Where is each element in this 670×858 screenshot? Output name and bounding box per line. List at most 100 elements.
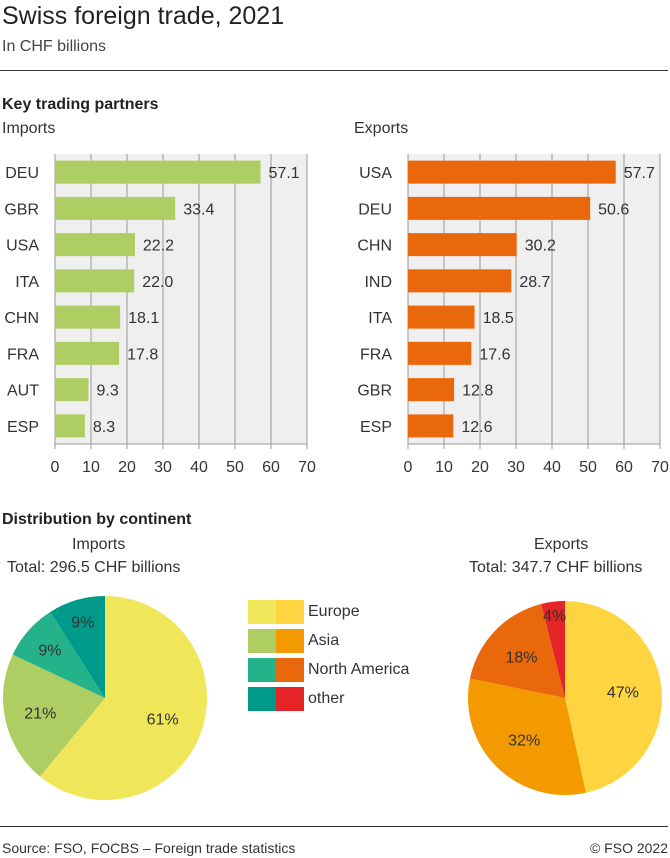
exports-tick-label: 50 [579, 459, 597, 476]
exports-category-label: IND [364, 274, 392, 291]
imports-slice-label: 9% [71, 615, 94, 632]
exports-slice-label: 4% [543, 608, 566, 625]
imports-slice-other [50, 596, 105, 698]
exports-category-label: ITA [368, 310, 392, 327]
exports-value-label: 18.5 [483, 310, 514, 327]
exports-category-label: CHN [357, 238, 392, 255]
exports-tick-label: 60 [615, 459, 633, 476]
imports-bar-chart-canvas: 0 10 20 30 40 50 60 70 DEU 57.1 GBR 33.4 USA 22.2 ITA 2… [4, 154, 316, 476]
imports-bar [55, 196, 176, 220]
imports-value-label: 8.3 [93, 419, 115, 436]
imports-category-label: FRA [7, 346, 39, 363]
exports-pie-chart-canvas: 47% 32% 18% 4% [468, 601, 662, 795]
exports-bar [408, 196, 591, 220]
imports-legend-swatch [248, 687, 276, 711]
imports-category-label: ITA [15, 274, 39, 291]
exports-category-label: ESP [360, 419, 392, 436]
imports-tick-label: 40 [190, 459, 208, 476]
legend-item: Asia [248, 629, 438, 653]
imports-value-label: 9.3 [96, 383, 118, 400]
exports-pie-total: Total: 347.7 CHF billions [469, 559, 643, 576]
exports-value-label: 28.7 [519, 274, 550, 291]
imports-tick-label: 30 [154, 459, 172, 476]
imports-slice-europe [39, 596, 207, 800]
imports-value-label: 22.0 [142, 274, 173, 291]
exports-pie-chart: 47% 32% 18% 4% [468, 601, 662, 795]
exports-tick-label: 10 [435, 459, 453, 476]
imports-tick-label: 10 [82, 459, 100, 476]
legend-item: other [248, 687, 438, 711]
imports-legend-swatch [248, 629, 276, 653]
imports-tick-label: 70 [298, 459, 316, 476]
imports-value-label: 17.8 [127, 346, 158, 363]
page-title: Swiss foreign trade, 2021 [2, 2, 285, 30]
divider [0, 826, 668, 827]
imports-category-label: USA [6, 238, 39, 255]
imports-value-label: 18.1 [128, 310, 159, 327]
exports-slice-label: 18% [505, 649, 537, 666]
imports-category-label: AUT [7, 383, 39, 400]
exports-bar-chart: 0 10 20 30 40 50 60 70 USA 57.7 DEU 50.6 CHN 30.2 IND 2… [357, 154, 669, 476]
exports-tick-label: 30 [507, 459, 525, 476]
imports-tick-label: 0 [51, 459, 60, 476]
legend-item: North America [248, 658, 438, 682]
imports-value-label: 22.2 [143, 238, 174, 255]
exports-bar [408, 269, 512, 293]
imports-value-label: 33.4 [183, 201, 214, 218]
exports-legend-swatch [276, 600, 304, 624]
imports-category-label: ESP [7, 419, 39, 436]
imports-pie-chart-canvas: 61% 21% 9% 9% [2, 596, 207, 800]
exports-slice-north-america [469, 603, 565, 698]
exports-value-label: 30.2 [525, 238, 556, 255]
imports-category-label: GBR [4, 201, 39, 218]
exports-bar [408, 305, 475, 329]
imports-pie-total: Total: 296.5 CHF billions [7, 559, 181, 576]
exports-category-label: USA [359, 165, 392, 182]
legend-label: Asia [308, 632, 340, 649]
exports-slice-label: 47% [607, 685, 639, 702]
exports-value-label: 17.6 [479, 346, 510, 363]
imports-bar [55, 269, 135, 293]
section-title-continent: Distribution by continent [2, 511, 192, 528]
legend-label: Europe [308, 603, 360, 620]
copyright: © FSO 2022 [589, 840, 668, 856]
imports-pie-chart: 61% 21% 9% 9% [2, 596, 207, 800]
exports-pie-title: Exports [534, 536, 589, 553]
imports-legend-swatch [248, 600, 276, 624]
exports-slice-europe [565, 601, 662, 793]
exports-tick-label: 0 [404, 459, 413, 476]
exports-value-label: 12.6 [461, 419, 492, 436]
legend-item: Europe [248, 600, 438, 624]
exports-legend-swatch [276, 658, 304, 682]
exports-bar [408, 160, 616, 184]
imports-tick-label: 50 [226, 459, 244, 476]
imports-category-label: CHN [4, 310, 39, 327]
exports-legend-swatch [276, 629, 304, 653]
exports-bar [408, 233, 517, 257]
exports-slice-label: 32% [508, 732, 540, 749]
divider [0, 70, 668, 71]
imports-pie-title: Imports [72, 536, 126, 553]
exports-category-label: FRA [360, 346, 392, 363]
imports-slice-asia [2, 654, 106, 777]
exports-legend-swatch [276, 687, 304, 711]
exports-value-label: 50.6 [598, 201, 629, 218]
imports-slice-label: 61% [147, 712, 179, 729]
imports-slice-label: 9% [38, 642, 61, 659]
imports-category-label: DEU [5, 165, 39, 182]
imports-slice-north-america [12, 611, 105, 698]
exports-slice-asia [468, 678, 586, 795]
imports-bar-title: Imports [2, 120, 56, 137]
legend-label: North America [308, 661, 410, 678]
imports-slice-label: 21% [24, 705, 56, 722]
exports-tick-label: 20 [471, 459, 489, 476]
exports-value-label: 12.8 [462, 383, 493, 400]
imports-bar [55, 160, 261, 184]
section-title-partners: Key trading partners [2, 96, 159, 113]
imports-bar [55, 233, 135, 257]
imports-bar [55, 305, 121, 329]
exports-bar [408, 414, 454, 438]
imports-bar [55, 378, 89, 402]
exports-bar [408, 378, 455, 402]
